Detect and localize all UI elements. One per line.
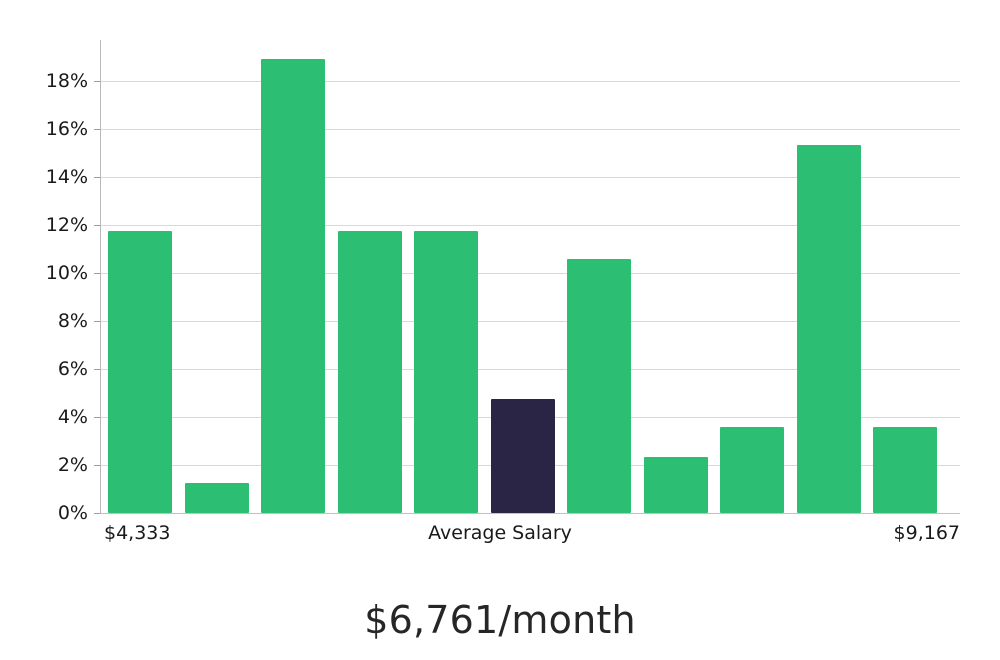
y-axis-tick-label: 2% [57,454,88,476]
bar[interactable] [873,427,937,513]
y-axis-tick-label: 10% [45,262,88,284]
y-axis-tick-label: 8% [57,310,88,332]
bar[interactable] [108,231,172,513]
y-axis-tick [94,225,100,226]
bar[interactable] [567,258,631,513]
bar[interactable] [337,231,402,513]
bar[interactable] [796,145,861,513]
gridline [100,225,960,226]
y-axis-tick [94,273,100,274]
y-axis-tick-label: 12% [45,214,88,236]
gridline [100,513,960,514]
gridline [100,81,960,82]
y-axis-tick-label: 0% [57,502,88,524]
x-axis-labels: $4,333 Average Salary $9,167 [0,524,1000,564]
bar-highlighted[interactable] [490,399,555,513]
plot-area [94,40,960,514]
y-axis-tick [94,177,100,178]
gridline [100,321,960,322]
y-axis-tick-label: 16% [45,118,88,140]
gridline [100,129,960,130]
gridline [100,177,960,178]
y-axis-tick [94,369,100,370]
y-axis-tick [94,513,100,514]
bar[interactable] [720,427,784,513]
y-axis-tick [94,81,100,82]
x-axis-max-label: $9,167 [893,522,960,544]
y-axis-tick [94,417,100,418]
y-axis-tick-label: 18% [45,70,88,92]
x-axis-min-label: $4,333 [104,522,171,544]
y-axis-tick-label: 6% [57,358,88,380]
y-axis-tick-label: 4% [57,406,88,428]
y-axis-tick [94,129,100,130]
bar[interactable] [414,231,478,513]
gridline [100,273,960,274]
y-axis-tick [94,321,100,322]
gridline [100,369,960,370]
y-axis-labels: 0% 2% 4% 6% 8% 10% 12% 14% 16% 18% [0,40,88,523]
bar-series [100,40,960,514]
y-axis-tick-label: 14% [45,166,88,188]
y-axis-line [100,40,101,514]
bar[interactable] [184,483,249,513]
average-salary-value: $6,761/month [364,598,636,642]
x-axis-title: Average Salary [428,522,572,544]
bar[interactable] [643,457,708,513]
y-axis-tick [94,465,100,466]
bar[interactable] [261,59,325,513]
